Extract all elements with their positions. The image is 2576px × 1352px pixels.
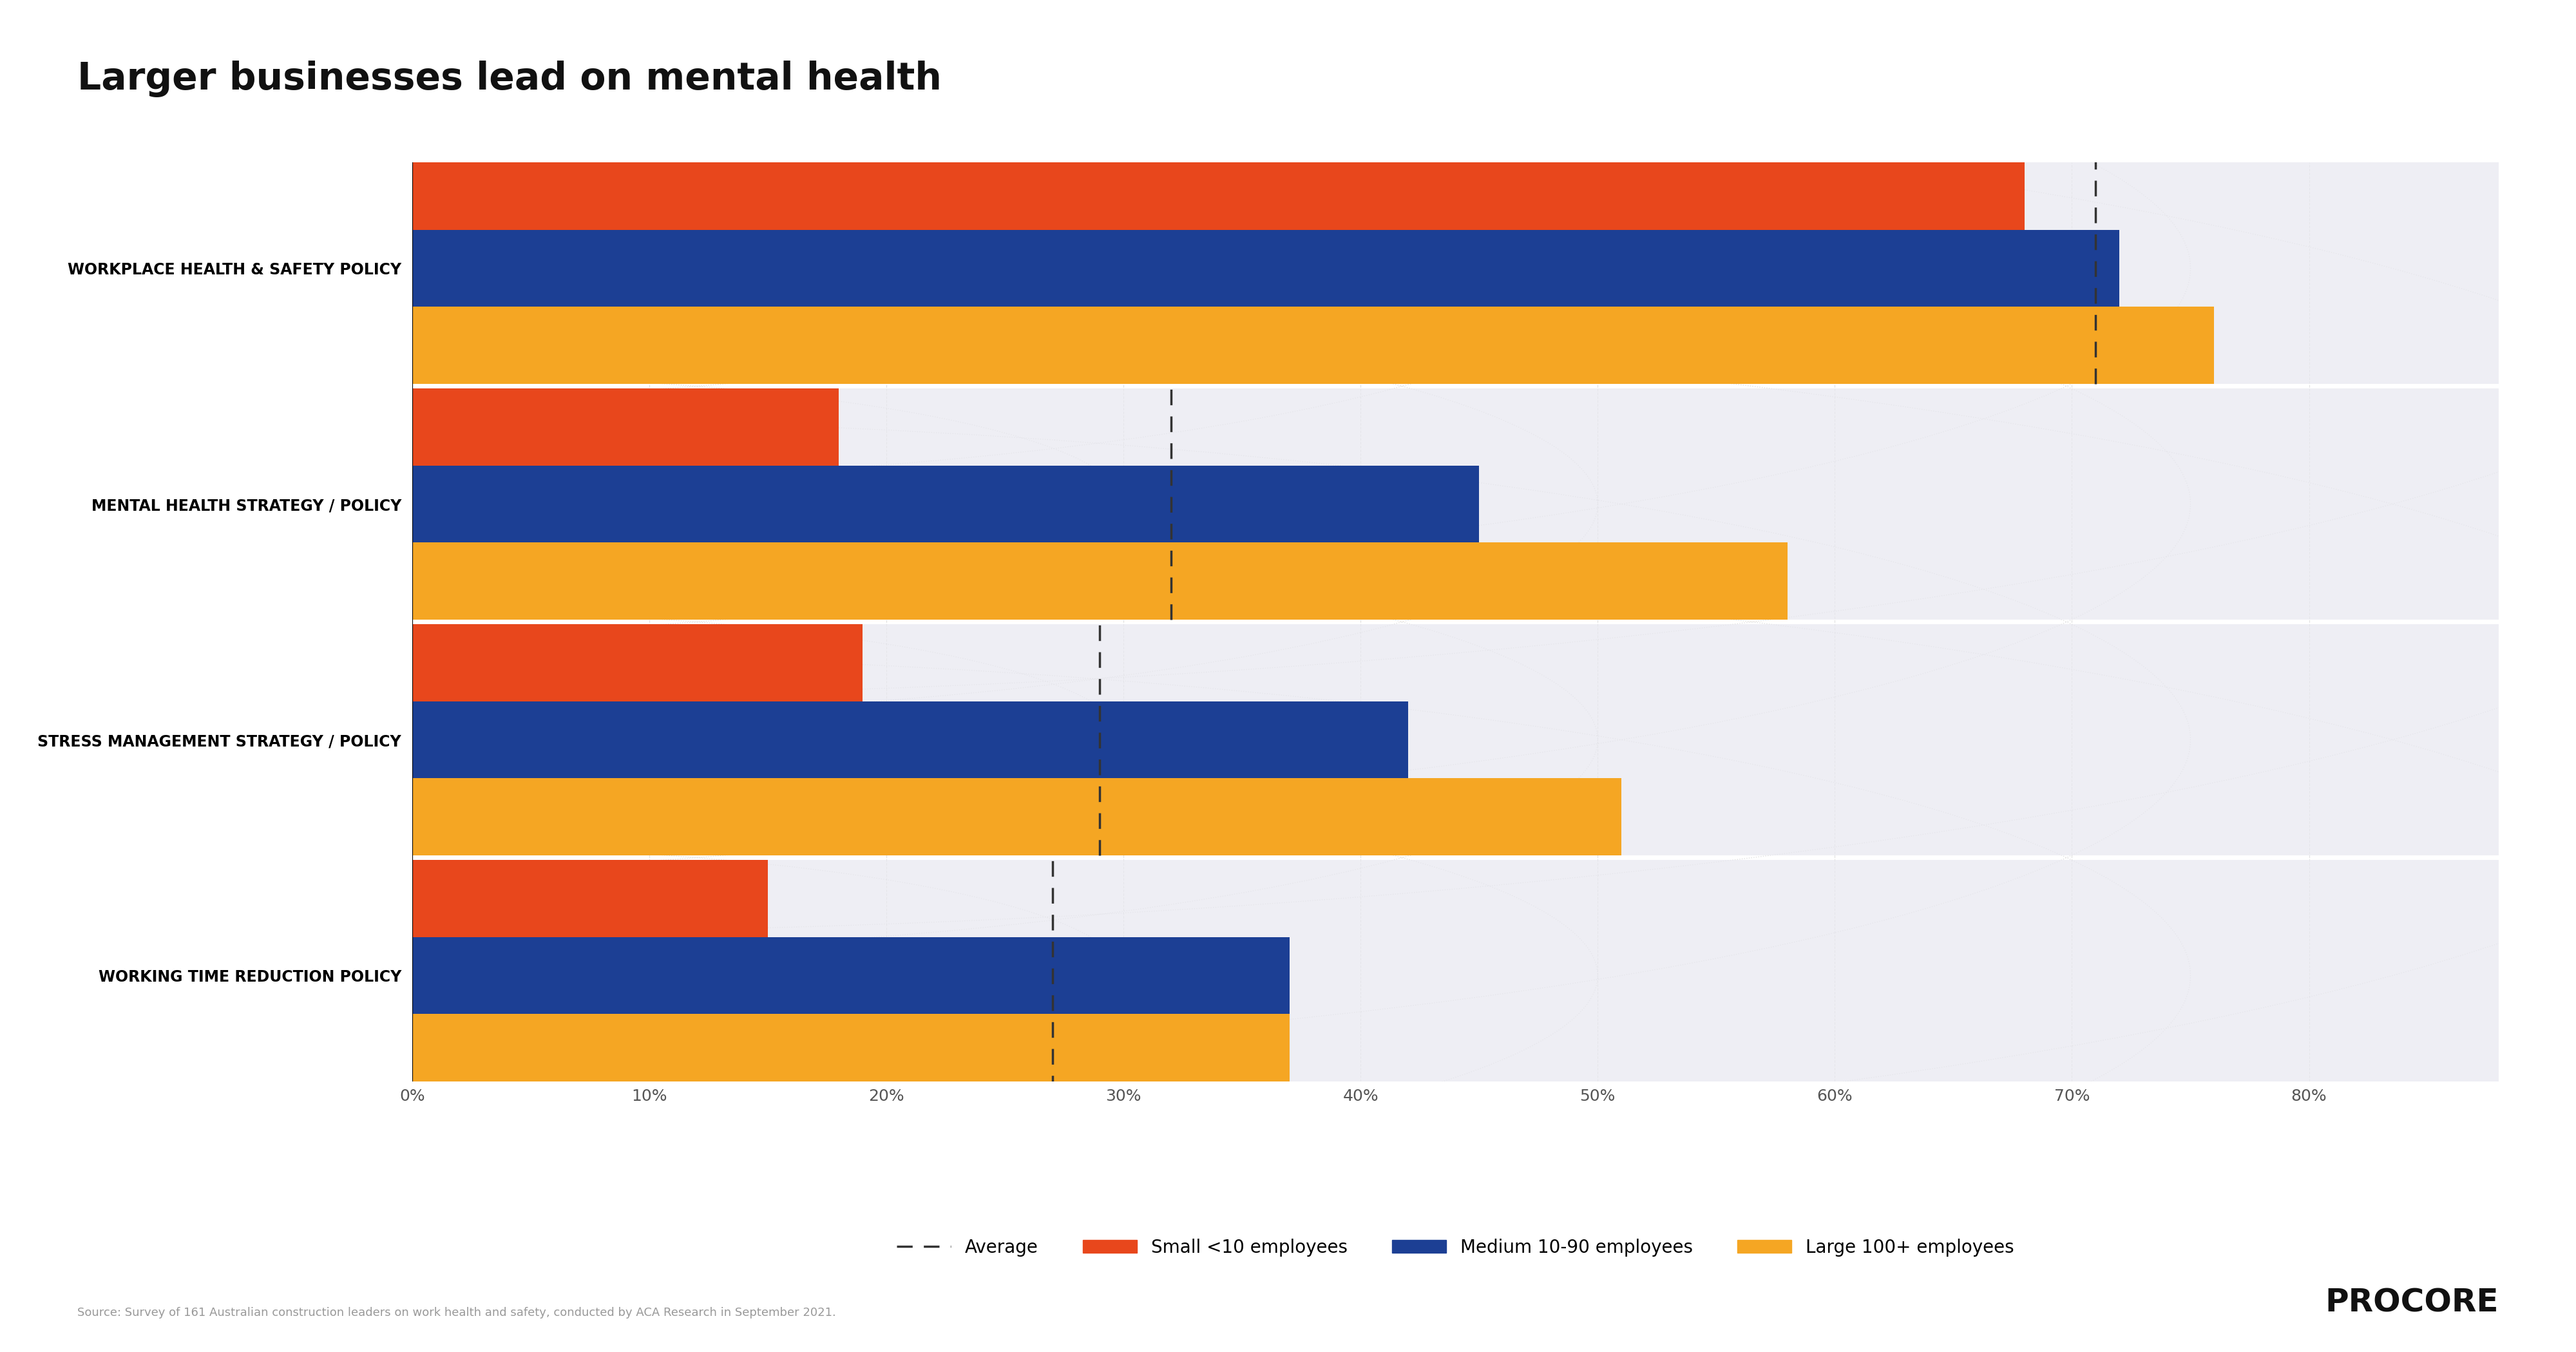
Bar [412,153,2499,384]
Bar [412,860,2499,1091]
Bar [412,860,768,937]
Bar [412,1014,1291,1091]
Text: Larger businesses lead on mental health: Larger businesses lead on mental health [77,61,943,97]
Bar [412,153,2025,230]
Bar [412,230,2120,307]
Bar [412,388,2499,619]
Bar [412,937,1291,1014]
Text: Source: Survey of 161 Australian construction leaders on work health and safety,: Source: Survey of 161 Australian constru… [77,1306,837,1318]
Bar [412,625,863,702]
Bar [412,307,2215,384]
Bar [412,542,1788,619]
Bar [412,388,840,465]
Bar [412,625,2499,856]
Text: PROCORE: PROCORE [2326,1287,2499,1318]
Bar [412,702,1409,779]
Bar [412,465,1479,542]
Legend: Average, Small <10 employees, Medium 10-90 employees, Large 100+ employees: Average, Small <10 employees, Medium 10-… [896,1238,2014,1256]
Bar [412,779,1620,856]
